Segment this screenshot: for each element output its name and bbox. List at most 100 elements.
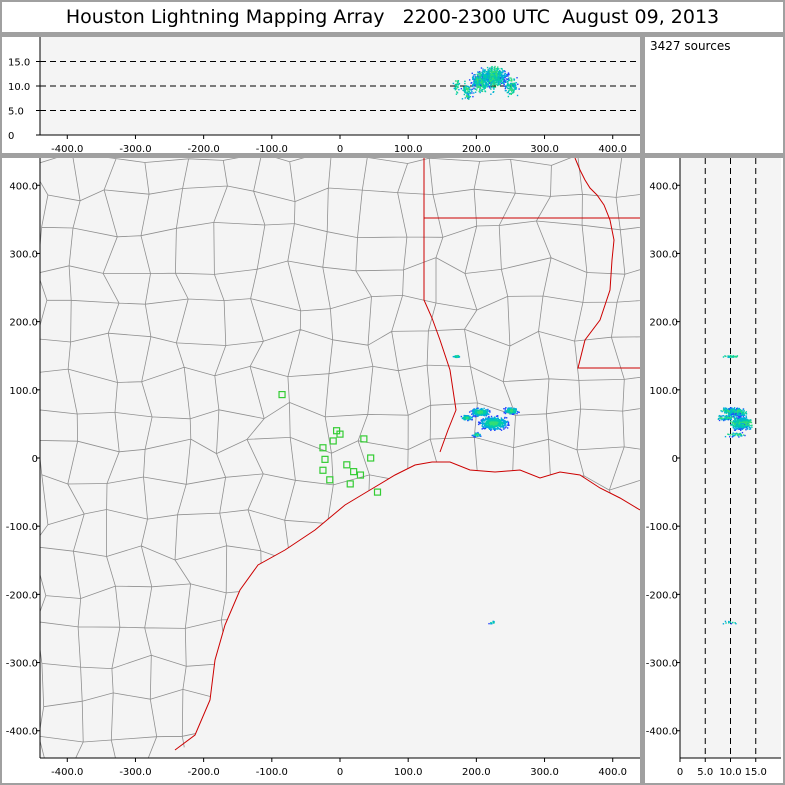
altitude-source [492,77,494,79]
altitude-source [487,81,489,83]
altitude-source [499,80,501,82]
altitude-source [494,68,497,70]
lightning-source [476,409,478,411]
side-altitude-source [743,414,746,416]
side-altitude-source [738,434,740,436]
altitude-source [490,73,492,76]
altitude-source [510,90,513,92]
side-altitude-source [739,414,741,417]
lightning-source [469,417,472,419]
side-y-tick-label: 0 [672,454,678,465]
lightning-source [488,418,490,420]
side-altitude-source [735,432,738,434]
lightning-source [489,427,491,429]
altitude-source [481,81,483,84]
lightning-source [504,422,507,425]
altitude-source [480,82,482,84]
side-altitude-source [732,421,735,424]
altitude-source [484,80,486,83]
side-altitude-source [721,419,723,421]
lightning-source [473,412,475,414]
altitude-source [475,80,477,83]
altitude-source [507,95,510,98]
side-altitude-source [734,410,736,412]
side-x-tick-label: 10.0 [719,767,741,778]
lightning-source [492,427,494,430]
lightning-source [471,419,473,421]
side-altitude-source [723,410,726,412]
lightning-source [478,421,480,424]
altitude-source [495,70,497,73]
altitude-source [488,85,490,87]
altitude-source [481,85,484,88]
side-altitude-source [730,355,732,357]
lightning-source [480,411,482,414]
side-altitude-source [727,418,730,421]
side-altitude-source [718,417,720,420]
altitude-source [486,71,489,73]
side-altitude-source [724,412,726,414]
side-altitude-source [727,416,729,419]
side-altitude-source [734,423,736,426]
side-y-tick-label: 400.0 [649,181,678,192]
side-altitude-source [723,408,725,411]
altitude-source [480,81,483,83]
altitude-source [478,86,480,89]
lightning-source [488,622,490,625]
lightning-source [477,423,480,426]
altitude-source [483,70,485,72]
side-altitude-source [736,409,739,412]
side-altitude-source [745,427,747,429]
side-altitude-source [735,415,737,417]
side-altitude-source [732,413,734,415]
side-y-tick-label: -400.0 [646,727,678,738]
side-altitude-source [735,428,737,430]
side-altitude-source [734,432,736,435]
altitude-source [463,86,465,88]
altitude-source [479,82,481,85]
lightning-source [468,416,470,418]
lightning-source [483,419,485,422]
altitude-source [494,70,496,72]
altitude-source [479,87,482,90]
side-altitude-source [726,410,729,412]
lightning-source [468,411,471,413]
altitude-source [505,85,507,88]
lightning-source [484,411,487,414]
side-altitude-source [732,356,734,358]
altitude-source [507,78,510,80]
side-altitude-source [724,620,727,623]
lightning-source [499,428,502,431]
altitude-source [498,78,500,80]
lightning-source [464,419,466,421]
lightning-source [498,428,500,430]
altitude-source [465,92,467,94]
side-altitude-source [738,417,740,419]
altitude-source [467,93,470,95]
lightning-source [474,434,477,437]
side-altitude-source [727,433,729,435]
altitude-source [497,68,499,71]
altitude-source [479,89,481,92]
frame-bar-top [0,32,785,37]
altitude-source [517,83,519,86]
side-altitude-source [743,410,745,412]
altitude-source [510,78,513,81]
altitude-source [495,83,497,86]
altitude-source [476,83,478,85]
altitude-source [464,97,467,99]
altitude-source [488,76,490,79]
side-altitude-source [737,417,739,419]
side-y-tick-label: -200.0 [646,590,678,601]
altitude-source [466,94,468,97]
altitude-source [492,71,495,73]
altitude-source [482,75,485,77]
altitude-source [497,76,499,78]
lightning-source [492,421,495,424]
lightning-source [454,356,457,359]
side-altitude-source [742,425,744,427]
lightning-source [472,414,475,416]
lightning-source [496,419,498,421]
altitude-source [471,90,473,93]
altitude-source [512,83,514,85]
